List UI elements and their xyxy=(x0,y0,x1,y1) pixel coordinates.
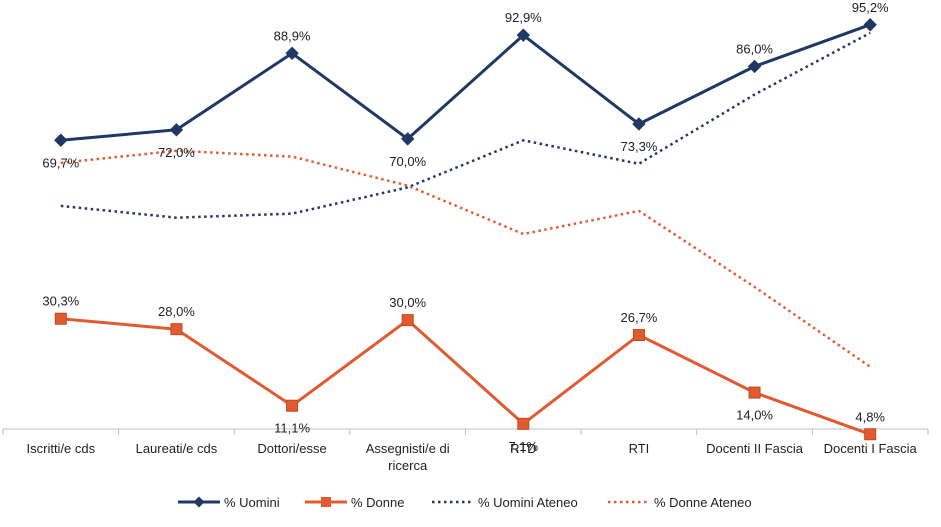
data-point xyxy=(400,132,415,146)
data-point xyxy=(864,428,877,441)
legend-label: % Uomini xyxy=(224,495,280,510)
legend-label: % Uomini Ateneo xyxy=(478,495,578,510)
data-point xyxy=(747,59,762,74)
data-label: 30,3% xyxy=(42,294,79,309)
data-point xyxy=(54,312,67,325)
x-tick-label: Docenti I Fascia xyxy=(824,441,918,456)
data-label: 86,0% xyxy=(736,41,773,56)
series-line xyxy=(60,149,871,368)
data-label: 7,1% xyxy=(508,439,538,454)
data-label: 4,8% xyxy=(855,409,885,424)
x-tick-label: Iscritti/e cds xyxy=(27,441,96,456)
data-label: 88,9% xyxy=(274,28,311,43)
data-label: 73,3% xyxy=(621,139,658,154)
data-point xyxy=(748,386,761,399)
data-point xyxy=(401,314,414,327)
data-label: 30,0% xyxy=(389,295,426,310)
data-label: 28,0% xyxy=(158,304,195,319)
data-label: 11,1% xyxy=(274,421,310,436)
data-point xyxy=(632,117,646,131)
data-label: 70,0% xyxy=(389,154,426,169)
x-tick-label: RTD xyxy=(510,441,536,456)
series-line xyxy=(60,23,871,142)
x-tick-label: Laureati/e cds xyxy=(136,441,218,456)
x-tick-label: RTI xyxy=(629,441,650,456)
legend-label: % Donne Ateneo xyxy=(654,495,752,510)
data-point xyxy=(632,329,645,342)
data-label: 72,0% xyxy=(158,145,195,160)
data-point xyxy=(516,28,531,42)
x-tick-label: Docenti II Fascia xyxy=(706,441,804,456)
legend-marker xyxy=(193,496,205,508)
data-label: 69,7% xyxy=(42,155,79,170)
legend-label: % Donne xyxy=(351,495,404,510)
data-label: 95,2% xyxy=(852,0,889,15)
x-tick-label: Dottori/esse xyxy=(257,441,326,456)
legend-marker xyxy=(321,497,331,507)
data-label: 92,9% xyxy=(505,10,542,25)
data-point xyxy=(54,133,68,147)
series-line xyxy=(60,317,871,436)
data-label: 14,0% xyxy=(736,408,773,423)
data-point xyxy=(517,417,530,430)
x-tick-label: Assegnisti/e di xyxy=(366,441,450,456)
data-point xyxy=(863,18,877,32)
data-point xyxy=(169,123,184,137)
data-label: 26,7% xyxy=(621,310,658,325)
data-point xyxy=(286,399,299,412)
x-tick-label: ricerca xyxy=(388,458,428,473)
data-point xyxy=(170,323,183,336)
data-point xyxy=(285,46,299,60)
